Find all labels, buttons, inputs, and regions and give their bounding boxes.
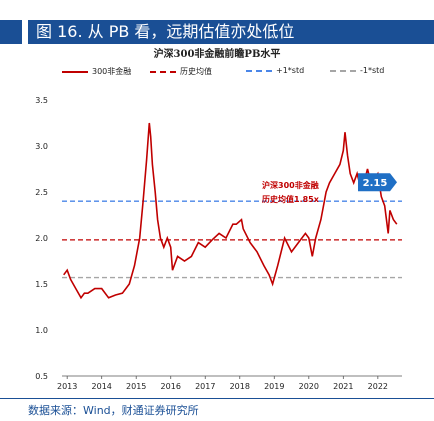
legend-label-plus-std: +1*std bbox=[276, 66, 305, 75]
x-tick-label-6: 2019 bbox=[264, 382, 284, 391]
y-tick-label-5: 1.0 bbox=[35, 326, 48, 335]
legend-swatch-300 bbox=[62, 70, 88, 73]
legend-swatch-plus-std bbox=[246, 69, 272, 72]
y-tick-label-4: 1.5 bbox=[35, 280, 48, 289]
x-tick-label-8: 2021 bbox=[333, 382, 353, 391]
x-tick-label-9: 2022 bbox=[368, 382, 388, 391]
x-tick-label-3: 2016 bbox=[161, 382, 181, 391]
annotation-label-2: 历史均值1.85x bbox=[262, 194, 320, 204]
legend-label-mean: 历史均值 bbox=[180, 67, 212, 76]
chart-title: 沪深300非金融前瞻PB水平 bbox=[153, 49, 281, 60]
data-source: 数据来源：Wind，财通证券研究所 bbox=[28, 404, 199, 417]
y-tick-label-1: 3.0 bbox=[35, 142, 48, 151]
pb-line-chart: 3.53.02.52.01.51.00.5 2013 2014 2015 2016 20… bbox=[35, 96, 402, 391]
legend-item-minus-std: -1*std bbox=[330, 66, 384, 75]
legend-swatch-mean bbox=[150, 70, 176, 73]
footer-rule bbox=[0, 398, 434, 399]
figure-title: 图 16. 从 PB 看，远期估值亦处低位 bbox=[28, 20, 434, 44]
x-tick-label-2: 2015 bbox=[126, 382, 146, 391]
series-line-300 bbox=[63, 122, 398, 300]
title-accent bbox=[0, 20, 22, 44]
legend: 300非金融 历史均值 +1*std -1*std bbox=[0, 66, 434, 82]
x-tick-label-5: 2018 bbox=[230, 382, 250, 391]
y-tick-label-3: 2.0 bbox=[35, 234, 48, 243]
legend-label-minus-std: -1*std bbox=[360, 66, 385, 75]
y-tick-label-6: 0.5 bbox=[35, 372, 48, 381]
legend-swatch-minus-std bbox=[330, 69, 356, 72]
x-tick-label-7: 2020 bbox=[299, 382, 319, 391]
annotation-label-1: 沪深300非金融 bbox=[262, 180, 319, 190]
legend-label-300: 300非金融 bbox=[92, 67, 132, 76]
reference-lines bbox=[62, 200, 402, 279]
last-value-label: 2.15 bbox=[363, 178, 388, 189]
legend-item-plus-std: +1*std bbox=[246, 66, 304, 75]
x-tick-label-4: 2017 bbox=[195, 382, 215, 391]
legend-item-300: 300非金融 bbox=[62, 66, 131, 77]
x-tick-label-0: 2013 bbox=[57, 382, 77, 391]
x-tick-label-1: 2014 bbox=[92, 382, 112, 391]
last-value-callout bbox=[358, 173, 397, 192]
x-axis-ticks: 2013 2014 2015 2016 2017 2018 2019 2020 2021 2022 bbox=[57, 376, 388, 391]
y-axis-ticks: 3.5 3.0 2.5 2.0 1.5 1.0 0.5 bbox=[35, 96, 48, 381]
legend-item-mean: 历史均值 bbox=[150, 66, 212, 77]
y-tick-label-0: 3.5 bbox=[35, 96, 48, 105]
y-tick-label-2: 2.5 bbox=[35, 188, 48, 197]
